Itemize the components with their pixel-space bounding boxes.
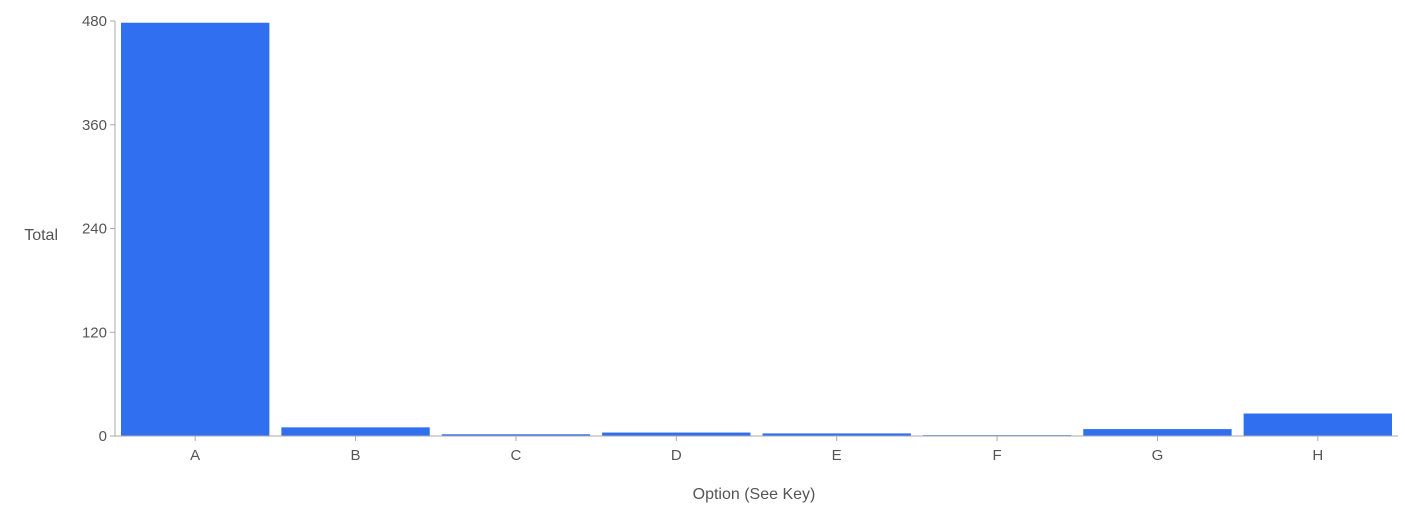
bar-a [121, 22, 270, 437]
y-ticks: 0 120 240 360 480 [82, 13, 115, 445]
x-tick-label-c: C [511, 447, 522, 464]
x-tick-label-e: E [832, 447, 842, 464]
y-tick-label: 480 [82, 13, 107, 30]
bar-g [1083, 429, 1232, 436]
x-tick-label-d: D [671, 447, 682, 464]
x-tick-label-f: F [992, 447, 1001, 464]
y-tick-label: 360 [82, 117, 107, 134]
bars-layer [121, 22, 1392, 437]
x-tick-label-b: B [351, 447, 361, 464]
bar-e [762, 433, 911, 436]
y-axis-title: Total [24, 227, 58, 244]
y-tick-label: 0 [99, 428, 107, 445]
x-axis-title: Option (See Key) [693, 486, 816, 503]
x-tick-label-h: H [1312, 447, 1323, 464]
x-ticks: A B C D E F G H [190, 436, 1323, 464]
x-tick-label-g: G [1152, 447, 1164, 464]
y-tick-label: 120 [82, 324, 107, 341]
bar-b [281, 427, 430, 436]
x-tick-label-a: A [190, 447, 200, 464]
y-tick-label: 240 [82, 221, 107, 238]
bar-d [602, 432, 751, 436]
bar-h [1243, 413, 1392, 436]
axes-layer [114, 21, 1398, 437]
bar-c [441, 434, 591, 436]
